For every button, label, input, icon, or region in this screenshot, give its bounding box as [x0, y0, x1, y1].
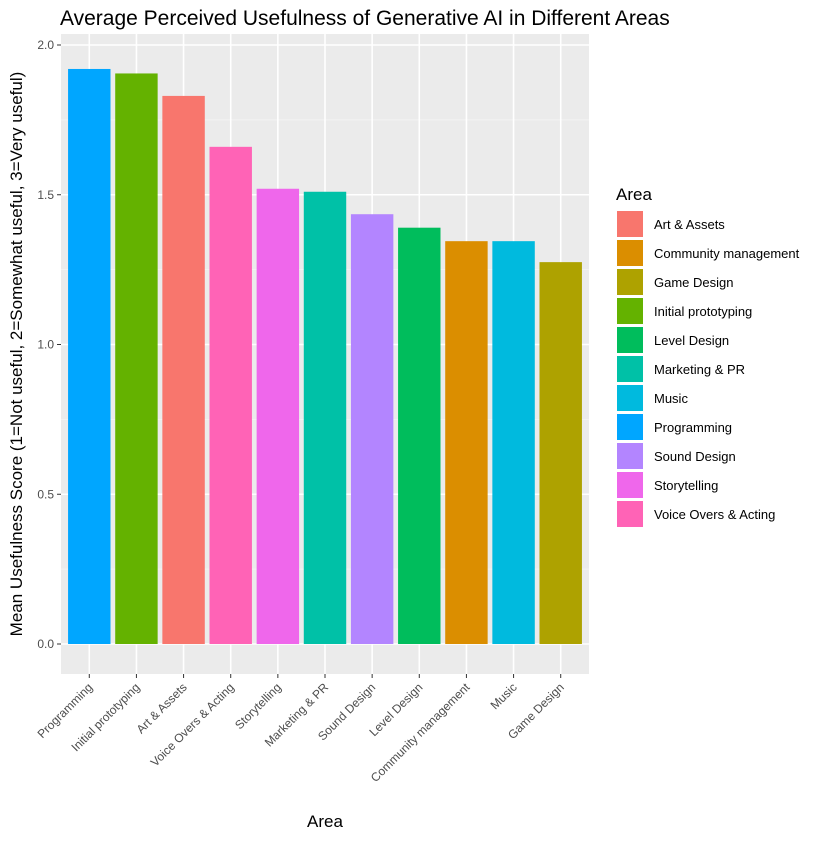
legend-label: Game Design: [654, 275, 733, 290]
y-tick-label: 0.0: [37, 637, 54, 651]
bar: [162, 95, 205, 645]
bar: [539, 262, 582, 644]
y-axis-title: Mean Usefulness Score (1=Not useful, 2=S…: [7, 72, 26, 637]
bar: [209, 146, 252, 644]
bars: [68, 68, 582, 645]
bar: [398, 227, 441, 644]
bar: [492, 241, 535, 645]
legend-label: Storytelling: [654, 478, 718, 493]
legend-label: Music: [654, 391, 688, 406]
legend-swatch: [617, 414, 643, 440]
x-tick-label: Voice Overs & Acting: [148, 680, 237, 769]
y-tick-label: 1.5: [37, 188, 54, 202]
legend-swatch: [617, 269, 643, 295]
legend-label: Community management: [654, 246, 800, 261]
legend-swatch: [617, 385, 643, 411]
legend-swatch: [617, 501, 643, 527]
legend-label: Voice Overs & Acting: [654, 507, 775, 522]
bar: [303, 191, 347, 644]
legend-swatch: [617, 327, 643, 353]
legend-label: Programming: [654, 420, 732, 435]
y-axis: 0.0 0.5 1.0 1.5 2.0: [37, 38, 61, 651]
chart-title: Average Perceived Usefulness of Generati…: [60, 7, 670, 30]
bar: [350, 214, 394, 644]
legend-label: Sound Design: [654, 449, 736, 464]
legend: Area Art & Assets Community management Gam…: [616, 185, 800, 527]
y-tick-label: 2.0: [37, 38, 54, 52]
legend-swatch: [617, 298, 643, 324]
bar: [445, 241, 488, 645]
x-tick-label: Music: [488, 680, 520, 712]
legend-label: Art & Assets: [654, 217, 725, 232]
bar: [256, 188, 300, 644]
legend-title: Area: [616, 185, 652, 204]
legend-label: Marketing & PR: [654, 362, 745, 377]
legend-label: Level Design: [654, 333, 729, 348]
x-axis-title: Area: [307, 812, 343, 831]
x-tick-label: Community management: [368, 680, 473, 785]
y-tick-label: 1.0: [37, 338, 54, 352]
bar: [115, 73, 158, 644]
legend-swatch: [617, 240, 643, 266]
y-tick-label: 0.5: [37, 487, 54, 501]
legend-label: Initial prototyping: [654, 304, 752, 319]
bar: [68, 68, 111, 644]
legend-swatch: [617, 211, 643, 237]
legend-swatch: [617, 472, 643, 498]
legend-swatch: [617, 443, 643, 469]
legend-swatch: [617, 356, 643, 382]
